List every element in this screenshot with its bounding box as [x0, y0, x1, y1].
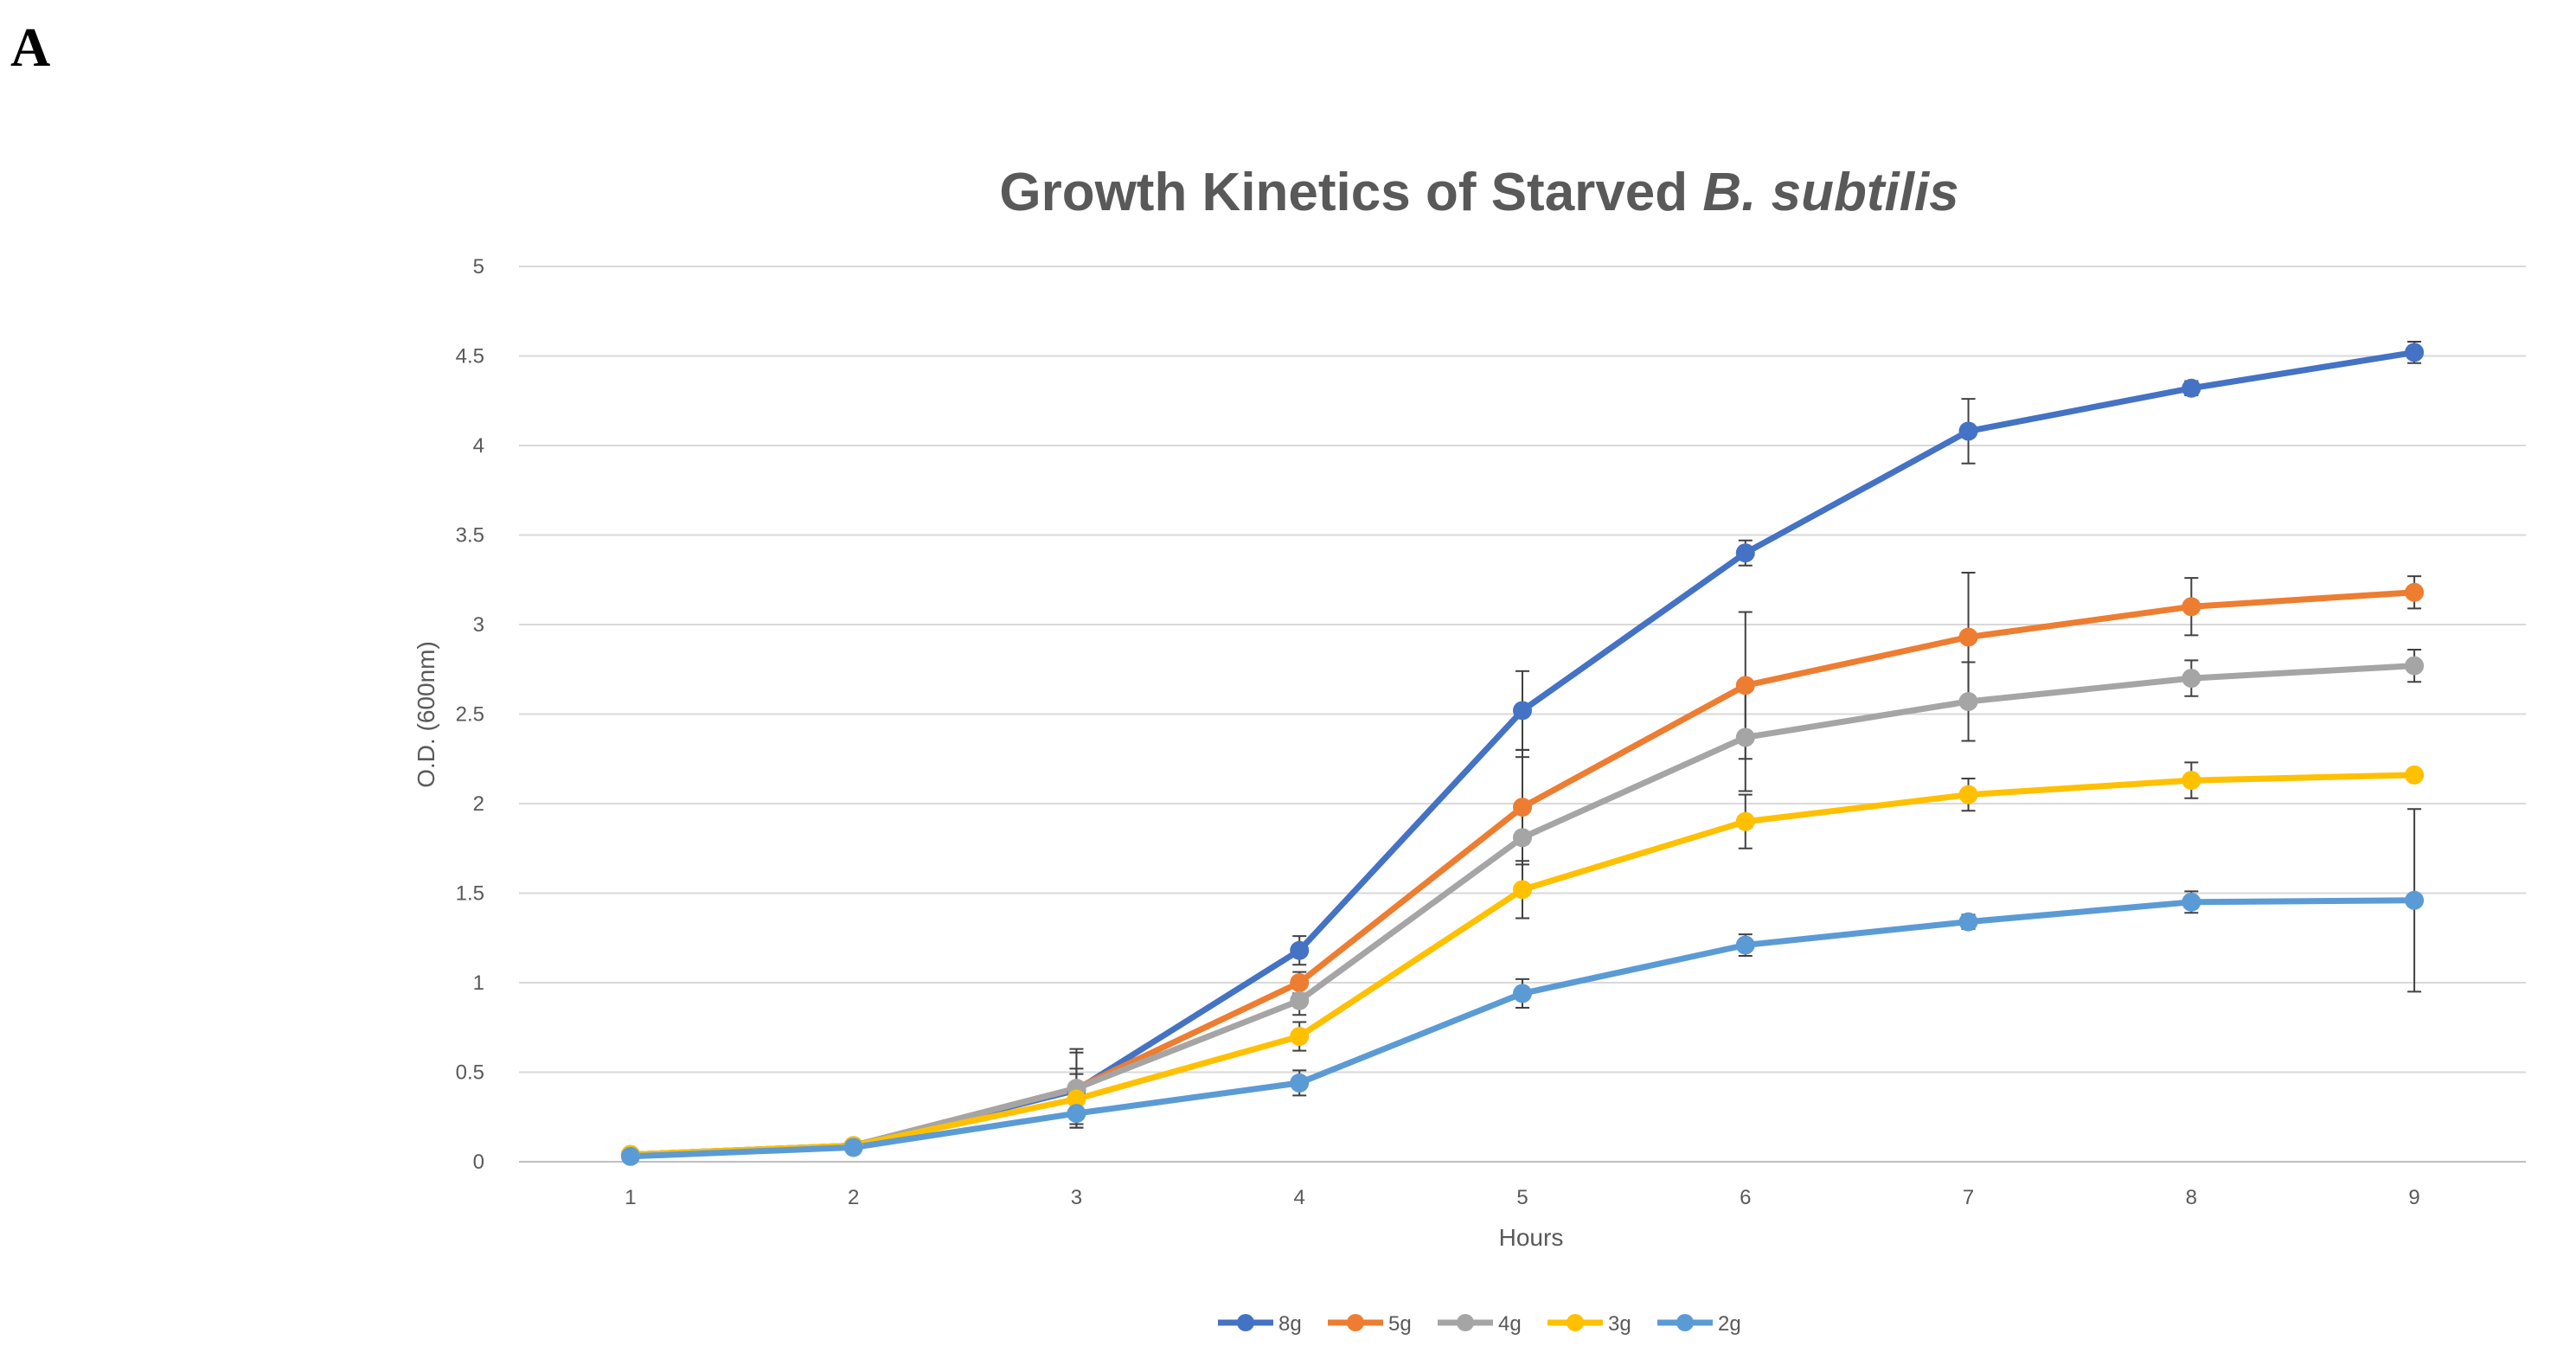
data-point-5g — [1290, 973, 1310, 992]
legend-marker-5g — [1347, 1314, 1364, 1331]
legend-label: 2g — [1718, 1312, 1741, 1336]
data-point-2g — [1290, 1073, 1310, 1093]
y-tick-label: 0 — [473, 1151, 484, 1174]
x-tick-label: 2 — [848, 1186, 859, 1209]
x-tick-label: 4 — [1294, 1186, 1305, 1209]
data-point-2g — [620, 1146, 640, 1166]
data-point-2g — [2405, 890, 2425, 910]
y-tick-label: 1.5 — [456, 882, 484, 906]
legend-label: 5g — [1388, 1312, 1412, 1336]
data-point-3g — [2405, 765, 2425, 785]
data-point-2g — [2182, 892, 2201, 912]
y-tick-label: 3 — [473, 613, 484, 637]
data-point-2g — [1513, 984, 1532, 1003]
data-point-8g — [1513, 701, 1532, 721]
data-point-2g — [1067, 1104, 1086, 1124]
data-point-5g — [1735, 676, 1755, 695]
data-point-3g — [2182, 771, 2201, 791]
data-point-5g — [1958, 627, 1978, 647]
legend-marker-2g — [1676, 1314, 1694, 1331]
data-point-3g — [1513, 880, 1532, 900]
data-point-3g — [1735, 811, 1755, 831]
data-point-4g — [1735, 727, 1755, 747]
legend-label: 3g — [1608, 1312, 1631, 1336]
data-point-4g — [1513, 828, 1532, 848]
y-tick-label: 4.5 — [456, 345, 484, 369]
y-tick-label: 5 — [473, 255, 484, 279]
y-axis-label: O.D. (600nm) — [413, 641, 439, 788]
panel-label: A — [10, 16, 51, 78]
data-point-8g — [1290, 940, 1310, 960]
data-point-2g — [1735, 935, 1755, 955]
chart-title-italic: B. subtilis — [1702, 163, 1958, 222]
legend-marker-4g — [1457, 1314, 1474, 1331]
data-point-2g — [843, 1138, 863, 1157]
data-point-2g — [1958, 912, 1978, 932]
y-tick-label: 2.5 — [456, 703, 484, 727]
chart-title-main: Growth Kinetics of Starved — [999, 163, 1702, 222]
data-point-5g — [1513, 798, 1532, 817]
x-tick-label: 8 — [2186, 1186, 2197, 1209]
data-point-4g — [1290, 990, 1310, 1010]
y-tick-label: 2 — [473, 792, 484, 816]
data-point-3g — [1290, 1027, 1310, 1047]
x-tick-label: 5 — [1516, 1186, 1528, 1209]
data-point-8g — [2182, 378, 2201, 398]
x-tick-label: 1 — [625, 1186, 636, 1209]
series-line-2g — [627, 897, 2418, 1160]
x-tick-label: 3 — [1071, 1186, 1082, 1209]
chart-title: Growth Kinetics of Starved B. subtilis — [999, 163, 1958, 222]
data-point-4g — [1958, 692, 1978, 712]
data-point-5g — [2405, 582, 2425, 602]
legend-marker-3g — [1567, 1314, 1584, 1331]
legend-marker-8g — [1237, 1314, 1254, 1331]
y-tick-label: 4 — [473, 434, 484, 458]
data-point-4g — [2405, 656, 2425, 676]
data-point-4g — [2182, 669, 2201, 689]
data-point-3g — [1958, 785, 1978, 804]
data-point-5g — [2182, 597, 2201, 617]
x-tick-label: 6 — [1740, 1186, 1751, 1209]
legend-label: 4g — [1498, 1312, 1522, 1336]
y-tick-label: 1 — [473, 971, 484, 995]
legend-label: 8g — [1278, 1312, 1302, 1336]
x-axis-label: Hours — [1499, 1224, 1564, 1251]
data-point-8g — [1958, 421, 1978, 441]
data-point-3g — [1067, 1089, 1086, 1109]
x-tick-label: 9 — [2408, 1186, 2419, 1209]
y-tick-label: 3.5 — [456, 524, 484, 548]
x-tick-label: 7 — [1963, 1186, 1974, 1209]
data-point-8g — [1735, 543, 1755, 563]
data-point-8g — [2405, 343, 2425, 362]
y-tick-label: 0.5 — [456, 1061, 484, 1085]
